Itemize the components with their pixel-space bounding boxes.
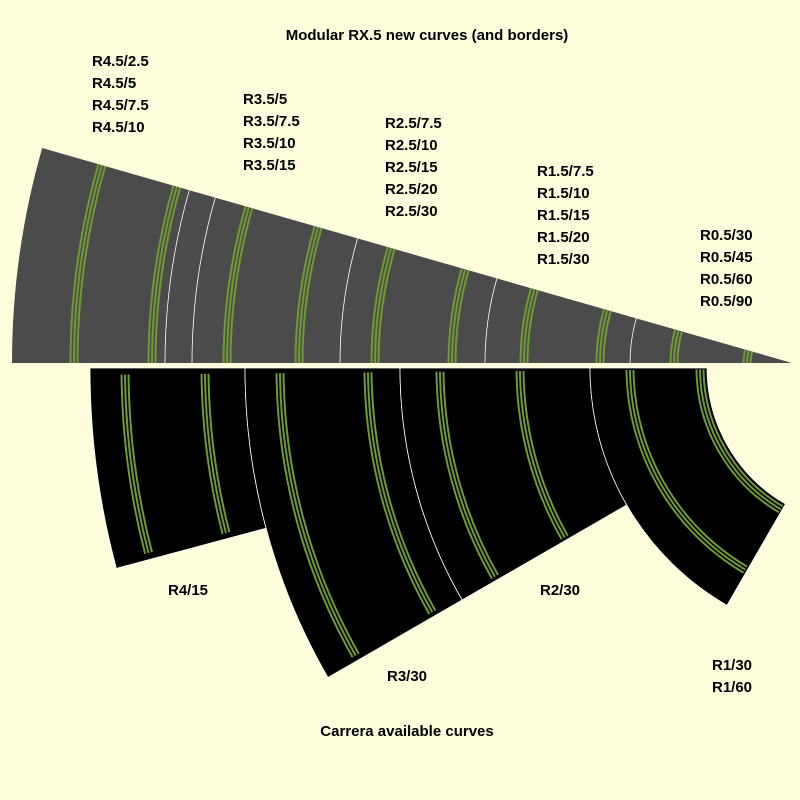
lane-stripe (363, 372, 431, 615)
lane-stripe (447, 268, 463, 364)
lane-stripe (124, 374, 150, 554)
lane-stripe (439, 371, 496, 578)
lane-stripe (519, 287, 532, 364)
lane-stripe (595, 308, 606, 364)
lane-stripe (435, 371, 493, 580)
lane-stripe (374, 247, 393, 364)
curve-label: R4.5/5 (92, 75, 136, 92)
lane-stripe (151, 186, 178, 364)
curve-label: R1.5/15 (537, 207, 590, 224)
carrera-label: R2/30 (540, 582, 580, 599)
lane-stripe (515, 371, 563, 540)
carrera-piece (589, 367, 787, 606)
lane-stripe (73, 164, 103, 364)
lane-stripe (282, 373, 360, 655)
curve-label: R4.5/7.5 (92, 97, 149, 114)
curve-label: R3.5/15 (243, 157, 296, 174)
piece-border (191, 197, 216, 364)
curve-label: R0.5/45 (700, 249, 753, 266)
curve-label: R0.5/60 (700, 271, 753, 288)
lane-stripe (599, 309, 609, 364)
lane-stripe (207, 373, 231, 533)
lane-stripe (669, 329, 677, 364)
carrera-label: R1/30 (712, 657, 752, 674)
carrera-label: R4/15 (168, 582, 208, 599)
carrera-label: R1/60 (712, 679, 752, 696)
carrera-label: R3/30 (387, 668, 427, 685)
lane-stripe (69, 163, 100, 364)
lane-stripe (147, 185, 175, 364)
lane-stripe (275, 373, 354, 658)
piece-border (339, 238, 358, 364)
piece-border (484, 278, 498, 364)
curve-label: R2.5/30 (385, 203, 438, 220)
lane-stripe (523, 288, 536, 364)
lane-stripe (154, 187, 182, 364)
lane-stripe (526, 289, 539, 364)
lane-stripe (625, 370, 744, 574)
curve-label: R3.5/7.5 (243, 113, 300, 130)
lane-stripe (522, 370, 569, 537)
lane-stripe (370, 246, 389, 364)
curve-label: R2.5/20 (385, 181, 438, 198)
lane-stripe (742, 349, 747, 364)
title: Modular RX.5 new curves (and borders) (286, 27, 569, 44)
curve-label: R4.5/10 (92, 119, 145, 136)
lane-stripe (120, 374, 147, 555)
lane-stripe (749, 351, 754, 364)
curve-label: R2.5/7.5 (385, 115, 442, 132)
curve-label: R0.5/90 (700, 293, 753, 310)
lane-stripe (76, 165, 107, 364)
curve-label: R3.5/10 (243, 135, 296, 152)
track-shapes (12, 148, 792, 679)
lane-stripe (377, 248, 396, 364)
lane-stripe (298, 226, 320, 364)
lane-stripe (695, 369, 780, 514)
lane-stripe (222, 206, 247, 364)
lane-stripe (367, 372, 434, 613)
curve-label: R4.5/2.5 (92, 53, 149, 70)
lane-stripe (746, 350, 750, 364)
lane-stripe (294, 225, 316, 364)
lane-stripe (200, 373, 224, 535)
lane-stripe (127, 374, 153, 553)
footer: Carrera available curves (320, 723, 493, 740)
lane-stripe (454, 269, 470, 364)
lane-stripe (229, 207, 254, 364)
lane-stripe (673, 330, 680, 364)
piece-border (164, 190, 190, 364)
lane-stripe (699, 369, 782, 511)
lane-stripe (602, 310, 612, 364)
curve-label: R3.5/5 (243, 91, 287, 108)
curve-label: R1.5/30 (537, 251, 590, 268)
lane-stripe (676, 331, 683, 364)
curve-label: R0.5/30 (700, 227, 753, 244)
curve-label: R1.5/10 (537, 185, 590, 202)
lane-stripe (451, 269, 467, 364)
curve-label: R1.5/20 (537, 229, 590, 246)
curve-label: R1.5/7.5 (537, 163, 594, 180)
lane-stripe (702, 369, 784, 508)
lane-stripe (370, 372, 437, 612)
rx5-fan (12, 148, 792, 363)
lane-stripe (226, 206, 250, 364)
lane-stripe (632, 370, 748, 568)
lane-stripe (442, 371, 499, 576)
lane-stripe (519, 370, 566, 538)
lane-stripe (301, 227, 323, 364)
curve-label: R2.5/15 (385, 159, 438, 176)
lane-stripe (204, 373, 227, 534)
curve-label: R2.5/10 (385, 137, 438, 154)
piece-border (629, 318, 637, 364)
lane-stripe (629, 370, 746, 571)
lane-stripe (279, 373, 357, 657)
